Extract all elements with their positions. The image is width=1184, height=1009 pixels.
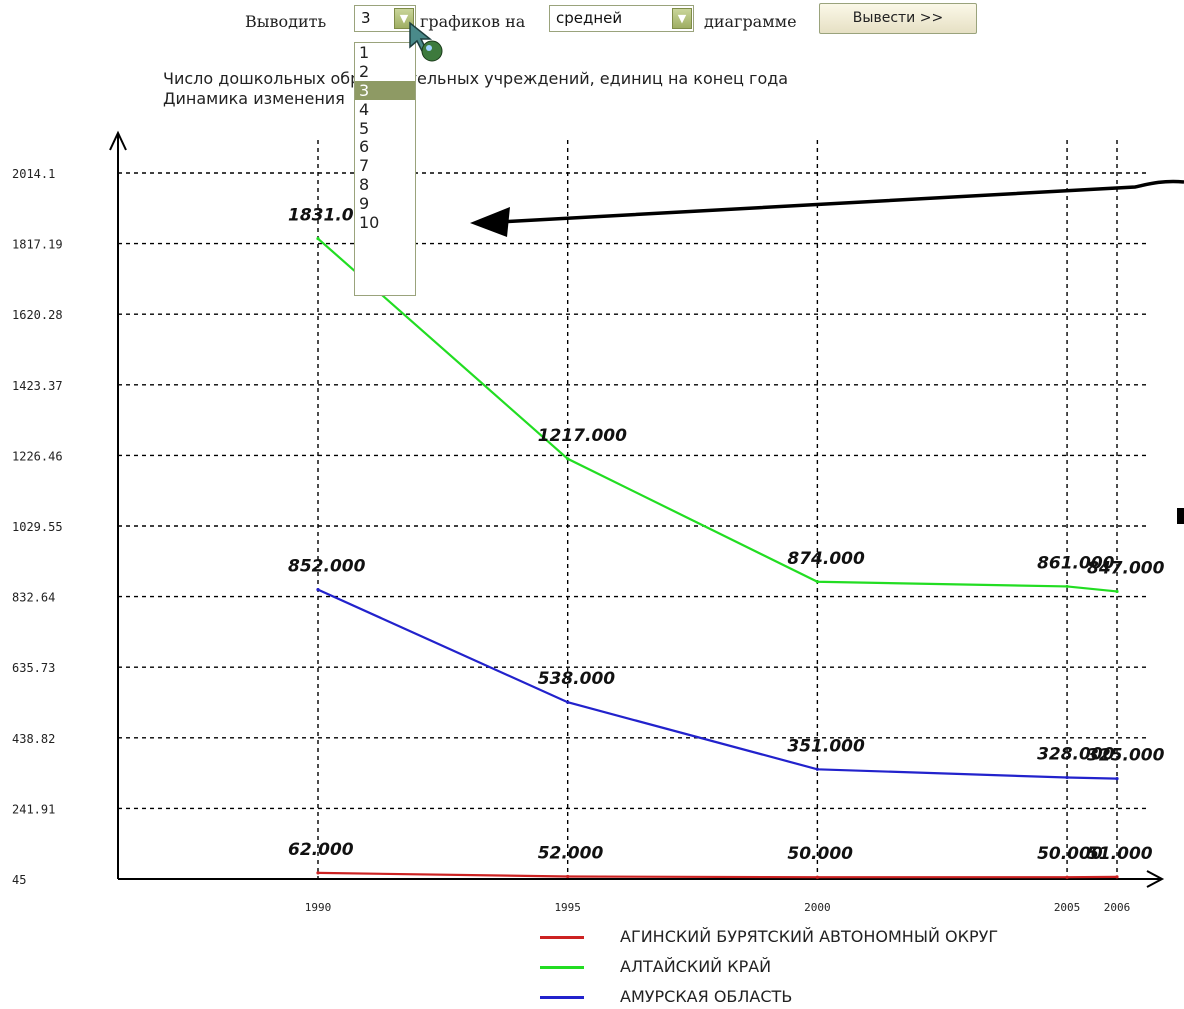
data-point — [566, 457, 570, 461]
submit-button[interactable]: Вывести >> — [819, 3, 977, 34]
x-tick-label: 2000 — [804, 901, 831, 914]
y-tick-label: 832.64 — [12, 591, 55, 605]
data-point — [316, 871, 320, 875]
data-point — [1115, 589, 1119, 594]
data-label: 50.000 — [787, 844, 853, 864]
data-label: 325.000 — [1087, 746, 1165, 766]
cursor-icon — [409, 21, 443, 62]
data-point — [1115, 875, 1119, 879]
edge-mark — [1177, 508, 1184, 524]
dropdown-option[interactable]: 2 — [359, 61, 370, 81]
series-line — [317, 237, 1118, 593]
data-label: 50.000 — [1037, 844, 1103, 864]
x-axis-arrow — [1146, 870, 1165, 888]
series-line — [317, 871, 1118, 879]
annotation-arrow — [499, 179, 1184, 224]
chevron-down-icon[interactable]: ▼ — [394, 8, 414, 29]
data-label: 51.000 — [1087, 844, 1153, 864]
data-label: 52.000 — [538, 843, 604, 863]
annotation-arrowhead — [470, 207, 510, 237]
y-tick-label: 1620.28 — [12, 308, 63, 322]
legend-label: АГИНСКИЙ БУРЯТСКИЙ АВТОНОМНЫЙ ОКРУГ — [620, 927, 999, 946]
data-label: 874.000 — [787, 549, 865, 569]
legend-item: АМУРСКАЯ ОБЛАСТЬ — [540, 987, 792, 1006]
data-label: 351.000 — [787, 736, 865, 756]
dropdown-option[interactable]: 6 — [359, 137, 370, 157]
y-tick-label: 438.82 — [12, 732, 55, 746]
y-tick-label: 1817.19 — [12, 238, 63, 252]
data-label: 852.000 — [288, 557, 366, 577]
data-label: 328.000 — [1037, 745, 1115, 765]
legend-swatch — [540, 966, 584, 969]
dropdown-option[interactable]: 4 — [359, 99, 370, 119]
data-label: 861.000 — [1037, 553, 1115, 573]
dropdown-option[interactable]: 3 — [355, 80, 415, 100]
chevron-down-icon[interactable]: ▼ — [672, 8, 692, 29]
series-line — [317, 588, 1118, 780]
legend-item: АЛТАЙСКИЙ КРАЙ — [540, 957, 771, 976]
legend-label: АМУРСКАЯ ОБЛАСТЬ — [620, 987, 793, 1006]
graph-count-value: 3 — [361, 9, 371, 27]
y-tick-label: 2014.1 — [12, 167, 55, 181]
data-point — [1115, 777, 1119, 781]
chart-caption: Число дошкольных образовательных учрежде… — [163, 69, 789, 88]
data-point — [815, 767, 819, 771]
y-tick-label: 45 — [12, 873, 26, 887]
dropdown-option[interactable]: 8 — [359, 175, 370, 195]
y-tick-label: 1226.46 — [12, 449, 63, 463]
x-tick-label: 2005 — [1054, 901, 1081, 914]
x-tick-label: 2006 — [1104, 901, 1131, 914]
data-label: 538.000 — [538, 669, 616, 689]
diagram-size-select[interactable]: средней ▼ — [549, 5, 694, 32]
data-point — [316, 237, 320, 241]
data-label: 847.000 — [1087, 558, 1165, 578]
y-tick-label: 1423.37 — [12, 379, 63, 393]
data-point — [316, 588, 320, 592]
dropdown-option[interactable]: 1 — [359, 43, 370, 62]
data-point — [1065, 875, 1069, 879]
graph-count-select[interactable]: 3 ▼ — [354, 5, 416, 32]
graphs-label: графиков на — [420, 12, 526, 31]
dropdown-option[interactable]: 5 — [359, 118, 370, 138]
legend-swatch — [540, 996, 584, 999]
show-label: Выводить — [245, 12, 327, 31]
y-tick-label: 1029.55 — [12, 520, 63, 534]
legend-item: АГИНСКИЙ БУРЯТСКИЙ АВТОНОМНЫЙ ОКРУГ — [540, 927, 998, 946]
y-tick-label: 635.73 — [12, 661, 55, 675]
y-tick-label: 241.91 — [12, 802, 55, 816]
x-tick-label: 1990 — [305, 901, 332, 914]
x-tick-label: 1995 — [554, 901, 581, 914]
graph-count-dropdown-list[interactable]: 1 2 3 4 5 6 7 8 9 10 — [354, 42, 416, 296]
data-point — [815, 875, 819, 879]
dropdown-option[interactable]: 9 — [359, 194, 370, 214]
data-label: 62.000 — [288, 840, 354, 860]
dropdown-option[interactable]: 7 — [359, 156, 370, 176]
y-axis-arrow — [109, 130, 127, 151]
data-point — [1065, 584, 1069, 589]
diagram-size-value: средней — [556, 9, 623, 27]
data-point — [815, 580, 819, 584]
legend-label: АЛТАЙСКИЙ КРАЙ — [620, 957, 772, 976]
chart-subcaption: Динамика изменения — [163, 89, 345, 108]
data-label: 1217.000 — [538, 426, 627, 446]
diagram-label: диаграмме — [704, 12, 797, 31]
data-point — [566, 700, 570, 704]
data-point — [566, 874, 570, 879]
dropdown-option[interactable]: 10 — [359, 213, 380, 233]
data-point — [1065, 775, 1069, 780]
legend-swatch — [540, 936, 584, 939]
